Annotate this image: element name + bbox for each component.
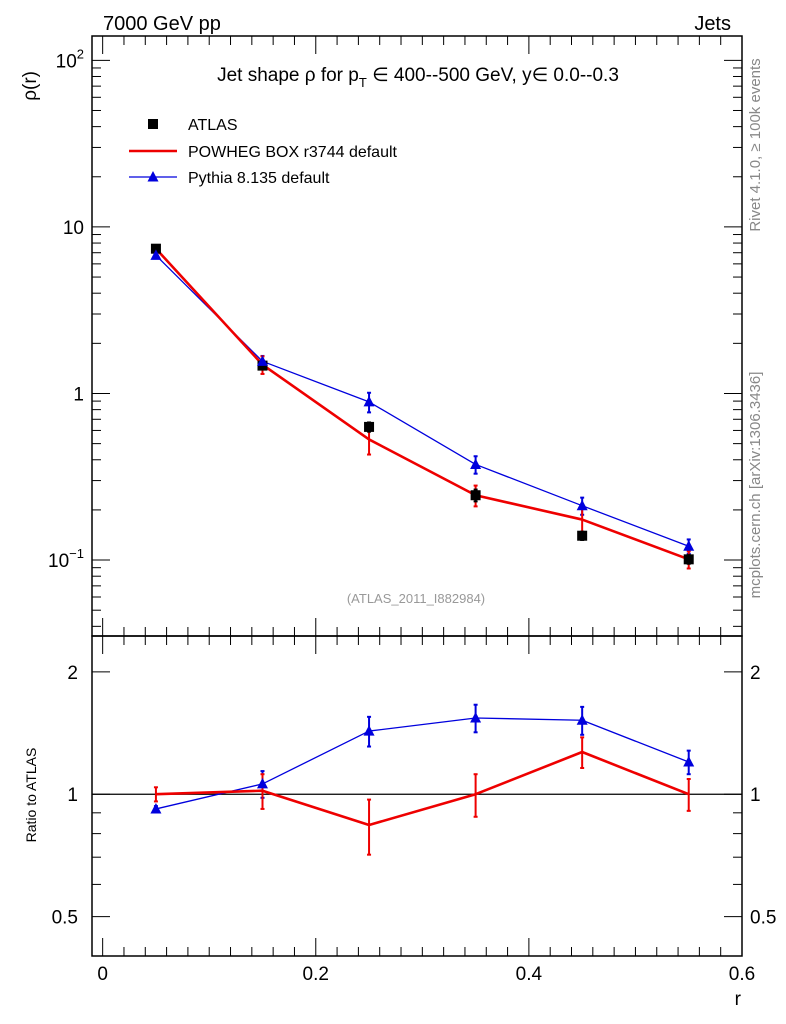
ratio-y-tick-label-left: 0.5 (52, 908, 78, 929)
mcplots-source-label: mcplots.cern.ch [arXiv:1306.3436] (747, 372, 764, 599)
header-left-label: 7000 GeV pp (103, 13, 221, 35)
rivet-version-label: Rivet 4.1.0, ≥ 100k events (747, 58, 764, 231)
ratio-y-tick-label-right: 0.5 (750, 908, 776, 929)
ratio-plot-frame (91, 635, 743, 957)
ratio-pythia-point (576, 714, 588, 725)
analysis-watermark: (ATLAS_2011_I882984) (347, 591, 485, 606)
x-tick-label: 0.2 (303, 964, 329, 985)
x-tick-label: 0.6 (729, 964, 755, 985)
atlas-data-point (683, 554, 694, 565)
pythia-data-point (150, 249, 162, 260)
ratio-y-tick-label-right: 1 (750, 785, 761, 806)
main-y-tick-label: 10−1 (48, 546, 84, 572)
main-y-tick-label: 1 (73, 384, 84, 405)
ratio-y-tick-label-right: 2 (750, 663, 761, 684)
ratio-pythia-point (256, 777, 268, 789)
x-tick-label: 0 (97, 964, 108, 985)
ratio-pythia-point (683, 756, 695, 767)
main-title: Jet shape ρ for pT ∈ 400--500 GeV, y∈ 0.… (217, 65, 619, 90)
main-y-tick-label: 102 (56, 46, 84, 72)
pythia-series-line (155, 254, 689, 547)
ratio-pythia-point (470, 711, 482, 723)
ratio-pythia-line (155, 717, 689, 810)
atlas-data-point (150, 243, 161, 254)
ratio-pythia-point (363, 725, 375, 736)
atlas-data-point (577, 530, 588, 541)
header-right-label: Jets (694, 13, 731, 35)
ratio-y-tick-label-left: 2 (67, 663, 78, 684)
pythia-data-point (363, 395, 375, 407)
pythia-data-point (576, 499, 588, 511)
atlas-data-point (470, 490, 481, 501)
atlas-data-point (364, 421, 375, 432)
legend-pythia-marker (147, 171, 159, 182)
ratio-powheg-line (155, 750, 690, 827)
ratio-pythia-point (150, 802, 162, 814)
pythia-data-point (683, 540, 695, 551)
main-y-tick-label: 10 (63, 218, 84, 239)
powheg-series-line (154, 247, 690, 561)
pythia-data-point (256, 355, 268, 366)
ratio-y-axis-label: Ratio to ATLAS (23, 748, 39, 843)
pythia-data-point (470, 458, 482, 469)
main-y-axis-label: ρ(r) (20, 71, 41, 101)
legend-label-pythia: Pythia 8.135 default (188, 170, 330, 187)
legend-label-atlas: ATLAS (188, 117, 238, 134)
legend: ATLAS POWHEG BOX r3744 default Pythia 8.13… (129, 117, 398, 187)
x-tick-label: 0.4 (516, 964, 543, 985)
x-axis-label: r (735, 989, 742, 1010)
legend-atlas-marker (148, 119, 158, 129)
legend-label-powheg: POWHEG BOX r3744 default (188, 144, 398, 161)
ratio-y-tick-label-left: 1 (67, 785, 78, 806)
